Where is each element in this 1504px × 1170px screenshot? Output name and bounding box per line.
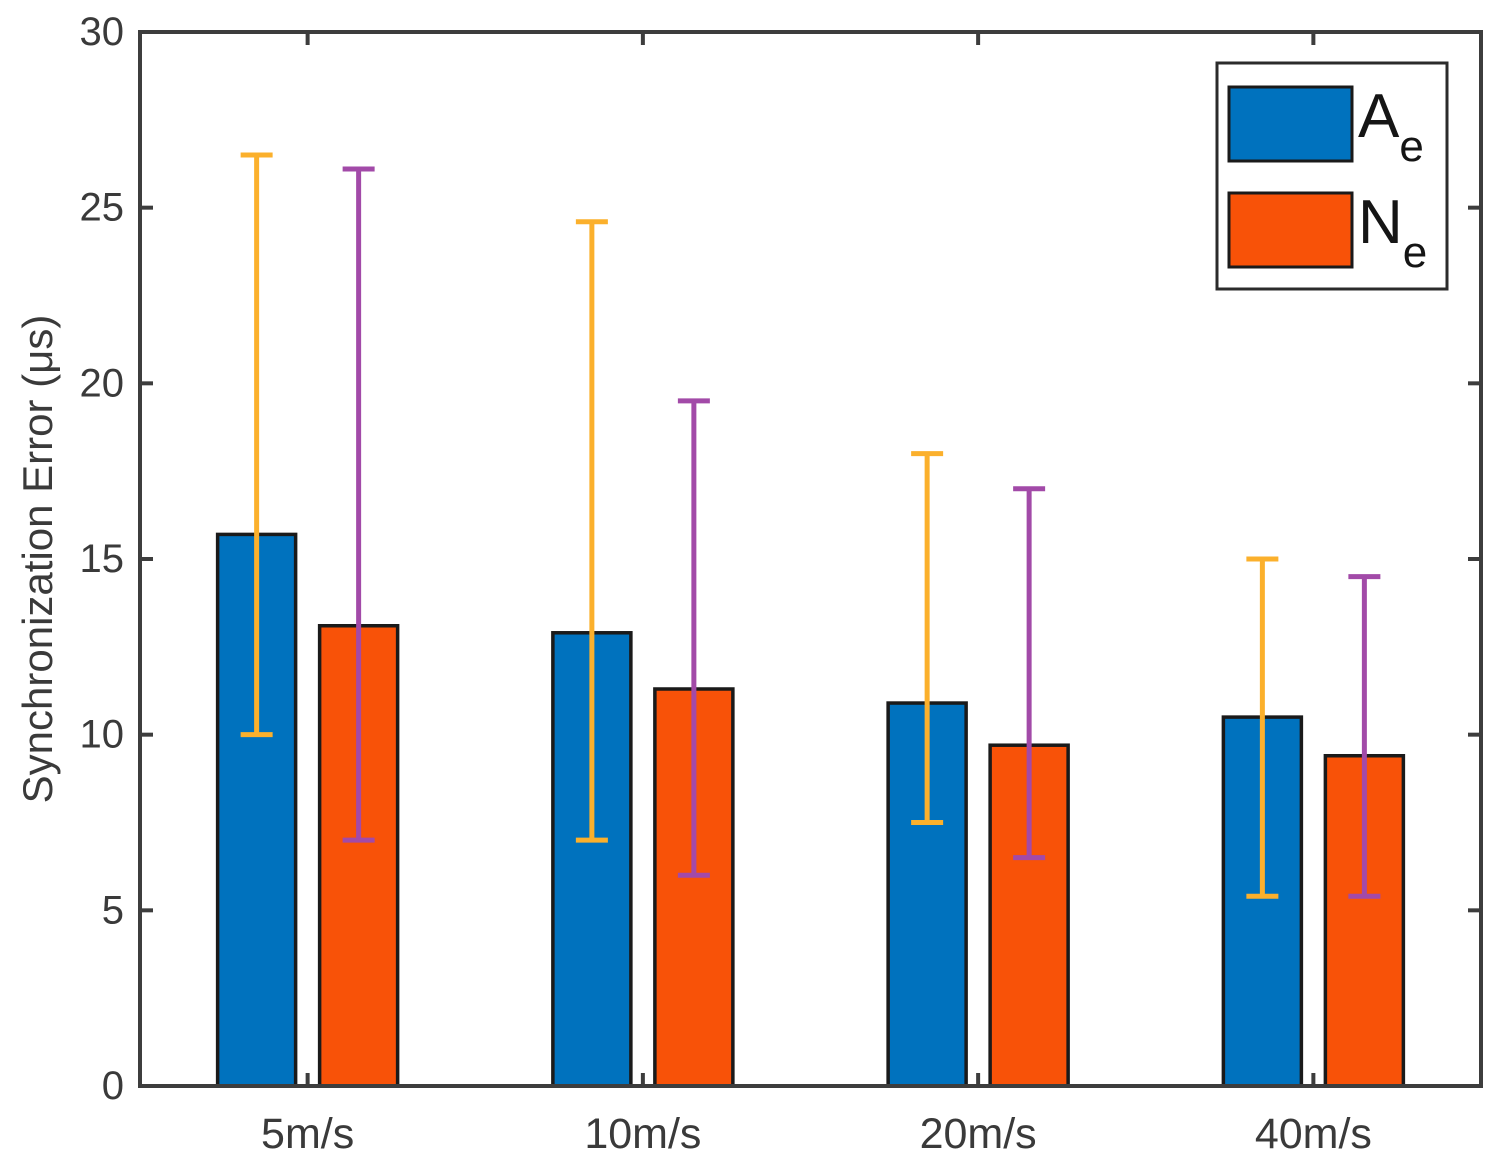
errorbar-Ae-40m/s xyxy=(1246,556,1279,899)
plot-frame xyxy=(138,30,1483,1088)
errorbar-Ne-10m/s xyxy=(677,398,710,878)
y-tick-label: 15 xyxy=(80,537,125,581)
errorbar-Ae-5m/s xyxy=(240,152,273,738)
axis-labels-layer: 0 5 10 15 20 25 30 5m/s 10m/s 20m/s 40m/s xyxy=(80,10,1372,1158)
x-tick-label: 20m/s xyxy=(920,1110,1037,1158)
legend-item-Ne: Ne xyxy=(1227,188,1427,277)
error-bars-layer xyxy=(240,152,1381,899)
legend-swatch-Ae xyxy=(1227,85,1354,163)
legend: Ae Ne xyxy=(1215,61,1449,291)
y-tick-label: 25 xyxy=(80,186,125,230)
errorbar-Ne-20m/s xyxy=(1013,486,1046,861)
bars-layer xyxy=(215,532,1406,1088)
errorbar-Ae-20m/s xyxy=(911,451,944,825)
y-tick-label: 20 xyxy=(80,361,125,405)
y-axis-label: Synchronization Error (μs) xyxy=(14,315,61,804)
errorbar-Ne-5m/s xyxy=(342,166,375,843)
x-tick-label: 10m/s xyxy=(584,1110,701,1158)
y-tick-label: 0 xyxy=(102,1064,124,1108)
x-tick-label: 5m/s xyxy=(261,1110,354,1158)
y-tick-label: 30 xyxy=(80,10,125,54)
errorbar-Ne-40m/s xyxy=(1348,574,1381,899)
legend-label-Ae: Ae xyxy=(1358,82,1424,171)
legend-item-Ae: Ae xyxy=(1227,82,1424,171)
legend-swatch-Ne xyxy=(1227,191,1354,269)
legend-label-Ne: Ne xyxy=(1358,188,1427,277)
errorbar-Ae-10m/s xyxy=(575,219,608,843)
y-tick-label: 10 xyxy=(80,713,125,757)
x-tick-label: 40m/s xyxy=(1255,1110,1372,1158)
y-tick-label: 5 xyxy=(102,888,124,932)
